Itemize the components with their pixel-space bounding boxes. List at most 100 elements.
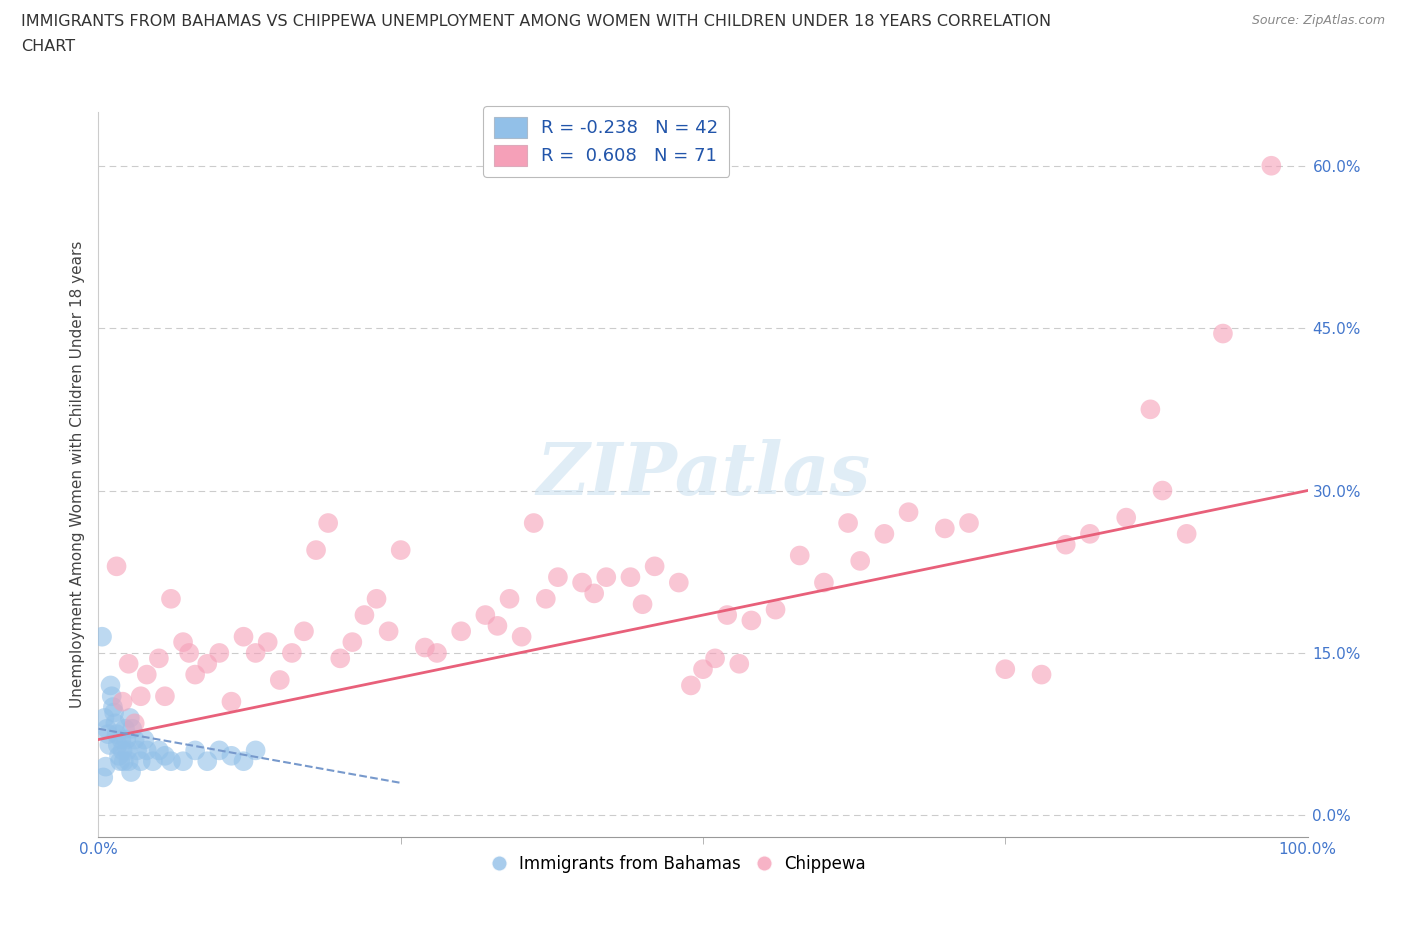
Point: [91, 770, 114, 785]
Point: [1139, 402, 1161, 417]
Point: [704, 651, 727, 666]
Point: [316, 515, 339, 530]
Point: [631, 597, 654, 612]
Point: [100, 678, 122, 693]
Point: [101, 699, 124, 714]
Point: [97, 726, 120, 741]
Point: [534, 591, 557, 606]
Point: [118, 657, 141, 671]
Point: [111, 694, 134, 709]
Point: [450, 624, 472, 639]
Point: [221, 749, 243, 764]
Point: [1152, 483, 1174, 498]
Point: [1115, 511, 1137, 525]
Point: [96, 722, 118, 737]
Point: [281, 645, 304, 660]
Point: [104, 716, 127, 731]
Point: [1175, 526, 1198, 541]
Point: [813, 575, 835, 590]
Point: [112, 754, 135, 769]
Point: [107, 737, 129, 752]
Point: [619, 570, 641, 585]
Point: [547, 570, 569, 585]
Point: [305, 542, 328, 557]
Point: [595, 570, 617, 585]
Point: [571, 575, 593, 590]
Text: IMMIGRANTS FROM BAHAMAS VS CHIPPEWA UNEMPLOYMENT AMONG WOMEN WITH CHILDREN UNDER: IMMIGRANTS FROM BAHAMAS VS CHIPPEWA UNEM…: [21, 14, 1052, 29]
Point: [114, 722, 136, 737]
Point: [837, 515, 859, 530]
Point: [692, 662, 714, 677]
Point: [523, 515, 546, 530]
Point: [118, 754, 141, 769]
Point: [117, 743, 139, 758]
Point: [994, 662, 1017, 677]
Point: [142, 754, 165, 769]
Point: [716, 607, 738, 622]
Point: [118, 711, 141, 725]
Point: [108, 749, 131, 764]
Point: [110, 732, 132, 747]
Point: [1260, 158, 1282, 173]
Point: [413, 640, 436, 655]
Point: [221, 694, 243, 709]
Point: [172, 754, 194, 769]
Point: [108, 754, 131, 769]
Point: [98, 737, 121, 752]
Point: [129, 689, 152, 704]
Point: [510, 630, 533, 644]
Point: [195, 754, 218, 769]
Point: [849, 553, 872, 568]
Point: [256, 634, 278, 649]
Point: [957, 515, 980, 530]
Point: [124, 732, 146, 747]
Point: [153, 689, 176, 704]
Point: [184, 667, 207, 682]
Point: [644, 559, 666, 574]
Point: [1078, 526, 1101, 541]
Point: [134, 732, 156, 747]
Point: [728, 657, 751, 671]
Point: [498, 591, 520, 606]
Point: [269, 672, 291, 687]
Point: [232, 630, 254, 644]
Point: [474, 607, 496, 622]
Point: [160, 591, 183, 606]
Point: [1212, 326, 1234, 341]
Point: [160, 754, 183, 769]
Point: [426, 645, 449, 660]
Point: [111, 743, 134, 758]
Point: [329, 651, 352, 666]
Point: [93, 711, 115, 725]
Point: [486, 618, 509, 633]
Point: [91, 630, 114, 644]
Point: [342, 634, 364, 649]
Point: [583, 586, 606, 601]
Point: [1031, 667, 1053, 682]
Point: [389, 542, 412, 557]
Point: [135, 667, 157, 682]
Point: [377, 624, 399, 639]
Point: [765, 603, 787, 618]
Point: [679, 678, 702, 693]
Point: [129, 754, 152, 769]
Point: [353, 607, 375, 622]
Point: [245, 743, 267, 758]
Point: [366, 591, 388, 606]
Point: [873, 526, 896, 541]
Point: [124, 716, 146, 731]
Point: [153, 749, 176, 764]
Point: [245, 645, 267, 660]
Point: [115, 732, 138, 747]
Point: [120, 764, 142, 779]
Text: CHART: CHART: [21, 39, 75, 54]
Point: [1054, 538, 1077, 552]
Point: [195, 657, 218, 671]
Point: [100, 689, 122, 704]
Point: [668, 575, 690, 590]
Point: [148, 743, 170, 758]
Legend: Immigrants from Bahamas, Chippewa: Immigrants from Bahamas, Chippewa: [485, 848, 872, 880]
Text: Source: ZipAtlas.com: Source: ZipAtlas.com: [1251, 14, 1385, 27]
Point: [897, 505, 920, 520]
Point: [121, 722, 143, 737]
